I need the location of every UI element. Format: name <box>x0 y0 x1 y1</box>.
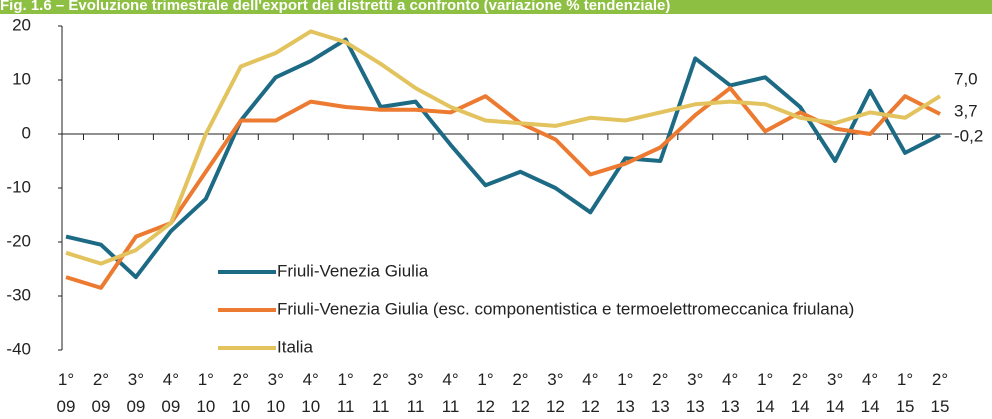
x-tick-label: 3° 09 <box>126 370 145 416</box>
end-label: 3,7 <box>954 102 978 121</box>
y-tick-label: 0 <box>22 123 31 142</box>
x-tick-label: 4° 14 <box>861 370 880 416</box>
x-tick-label: 3° 13 <box>686 370 705 416</box>
x-tick-label: 1° 11 <box>337 370 355 416</box>
legend-label: Italia <box>277 337 313 356</box>
chart-title: Fig. 1.6 – Evoluzione trimestrale dell'e… <box>0 0 670 14</box>
x-tick-label: 2° 15 <box>931 370 950 416</box>
legend-label: Friuli-Venezia Giulia (esc. componentist… <box>277 299 854 318</box>
end-label: 7,0 <box>954 70 978 89</box>
y-tick-label: -40 <box>6 339 31 358</box>
x-tick-label: 1° 09 <box>57 370 76 416</box>
y-tick-label: -20 <box>6 231 31 250</box>
x-tick-label: 3° 14 <box>826 370 845 416</box>
x-tick-label: 1° 15 <box>896 370 915 416</box>
x-tick-label: 4° 11 <box>442 370 460 416</box>
x-tick-label: 4° 09 <box>161 370 180 416</box>
end-label: -0,2 <box>954 127 983 146</box>
x-tick-label: 3° 12 <box>546 370 565 416</box>
x-tick-label: 4° 10 <box>301 370 320 416</box>
title-bar <box>0 0 992 14</box>
x-tick-label: 4° 13 <box>721 370 740 416</box>
x-tick-label: 2° 13 <box>651 370 670 416</box>
x-tick-label: 3° 11 <box>407 370 425 416</box>
series-line <box>65 37 941 280</box>
x-tick-label: 2° 11 <box>372 370 390 416</box>
x-tick-label: 1° 14 <box>756 370 775 416</box>
x-tick-label: 1° 13 <box>616 370 635 416</box>
y-tick-label: 10 <box>12 69 31 88</box>
x-tick-label: 2° 10 <box>231 370 250 416</box>
legend-label: Friuli-Venezia Giulia <box>277 261 429 280</box>
y-tick-label: 20 <box>12 15 31 34</box>
x-tick-label: 3° 10 <box>266 370 285 416</box>
x-tick-label: 2° 09 <box>91 370 110 416</box>
x-tick-label: 1° 10 <box>196 370 215 416</box>
y-tick-label: -30 <box>6 285 31 304</box>
y-tick-label: -10 <box>6 177 31 196</box>
x-tick-label: 1° 12 <box>476 370 495 416</box>
x-tick-label: 2° 12 <box>511 370 530 416</box>
x-tick-label: 4° 12 <box>581 370 600 416</box>
x-tick-label: 2° 14 <box>791 370 810 416</box>
series-line <box>65 29 942 266</box>
